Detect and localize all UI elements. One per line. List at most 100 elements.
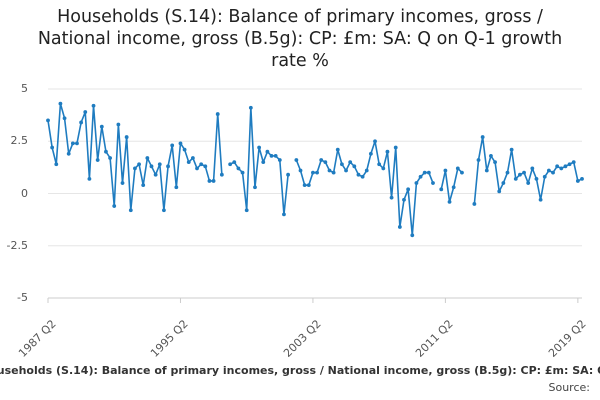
legend-entry: Households (S.14): Balance of primary in… (0, 364, 600, 377)
data-point (99, 124, 104, 129)
data-point (166, 164, 170, 169)
data-point (294, 158, 299, 162)
data-point (389, 195, 394, 200)
data-point (207, 179, 212, 183)
data-point (79, 120, 84, 125)
data-point (530, 166, 535, 171)
data-point (50, 145, 55, 150)
data-point (298, 168, 303, 173)
data-point (203, 164, 208, 169)
data-point (112, 204, 117, 208)
data-point (182, 147, 187, 152)
data-point (335, 147, 340, 152)
data-point (315, 170, 319, 175)
data-point (518, 172, 522, 177)
data-point (228, 162, 233, 167)
data-point (162, 208, 166, 213)
data-point (149, 164, 154, 169)
data-point (195, 166, 199, 171)
data-point (277, 158, 282, 162)
data-point (236, 166, 241, 171)
data-point (62, 116, 67, 121)
data-point (551, 170, 555, 175)
data-point (108, 156, 112, 160)
data-point (124, 135, 129, 139)
data-point (385, 149, 390, 154)
gridlines (48, 88, 582, 247)
data-point (190, 156, 195, 160)
series-line (47, 102, 223, 212)
data-point (348, 160, 353, 165)
data-point (580, 176, 584, 181)
data-point (215, 112, 220, 116)
data-point (174, 185, 179, 190)
data-point (509, 147, 514, 152)
data-point (282, 212, 286, 217)
data-point (344, 168, 348, 173)
data-point (170, 143, 175, 148)
data-point (240, 170, 245, 175)
data-point (505, 170, 510, 175)
data-point (319, 158, 324, 162)
series-layer (46, 101, 584, 238)
data-point (422, 170, 427, 175)
data-point (311, 170, 315, 175)
data-point (377, 162, 382, 167)
data-point (120, 181, 125, 185)
data-point (331, 170, 336, 175)
data-point (563, 164, 568, 169)
data-point (402, 197, 406, 202)
data-point (261, 160, 266, 165)
data-point (534, 176, 539, 181)
data-point (567, 162, 572, 167)
data-point (447, 199, 452, 204)
data-point (87, 176, 92, 181)
data-point (571, 160, 576, 165)
data-point (302, 183, 307, 188)
data-point (340, 162, 344, 167)
chart-title: Households (S.14): Balance of primary in… (37, 7, 563, 71)
data-point (546, 168, 551, 173)
data-point (58, 101, 63, 106)
data-point (522, 170, 526, 175)
data-point (410, 233, 415, 238)
series-line (440, 167, 463, 203)
data-point (538, 197, 543, 202)
data-point (368, 151, 373, 156)
data-point (186, 160, 191, 165)
y-tick-label: 5 (21, 82, 28, 95)
data-point (253, 185, 257, 190)
data-point (273, 153, 278, 158)
data-point (157, 162, 162, 167)
data-point (542, 174, 547, 179)
data-point (232, 160, 237, 165)
data-point (472, 202, 477, 206)
data-point (418, 174, 423, 179)
data-point (95, 158, 100, 162)
data-point (178, 141, 183, 146)
data-point (286, 172, 290, 177)
data-point (211, 179, 216, 183)
data-point (133, 166, 137, 171)
source-label: Source: (548, 381, 591, 394)
data-point (75, 141, 79, 146)
data-point (426, 170, 431, 175)
data-point (414, 181, 419, 185)
data-point (356, 172, 361, 177)
data-point (439, 187, 444, 192)
data-point (443, 168, 448, 173)
data-point (46, 118, 50, 123)
data-point (265, 149, 270, 154)
data-point (116, 122, 121, 127)
data-point (141, 183, 146, 188)
data-point (364, 168, 369, 173)
data-point (476, 158, 481, 162)
y-tick-label: -5 (17, 291, 28, 304)
data-point (489, 153, 493, 158)
data-point (153, 172, 158, 177)
data-point (484, 168, 489, 173)
data-point (451, 185, 456, 190)
data-point (327, 168, 332, 173)
data-point (397, 225, 402, 229)
